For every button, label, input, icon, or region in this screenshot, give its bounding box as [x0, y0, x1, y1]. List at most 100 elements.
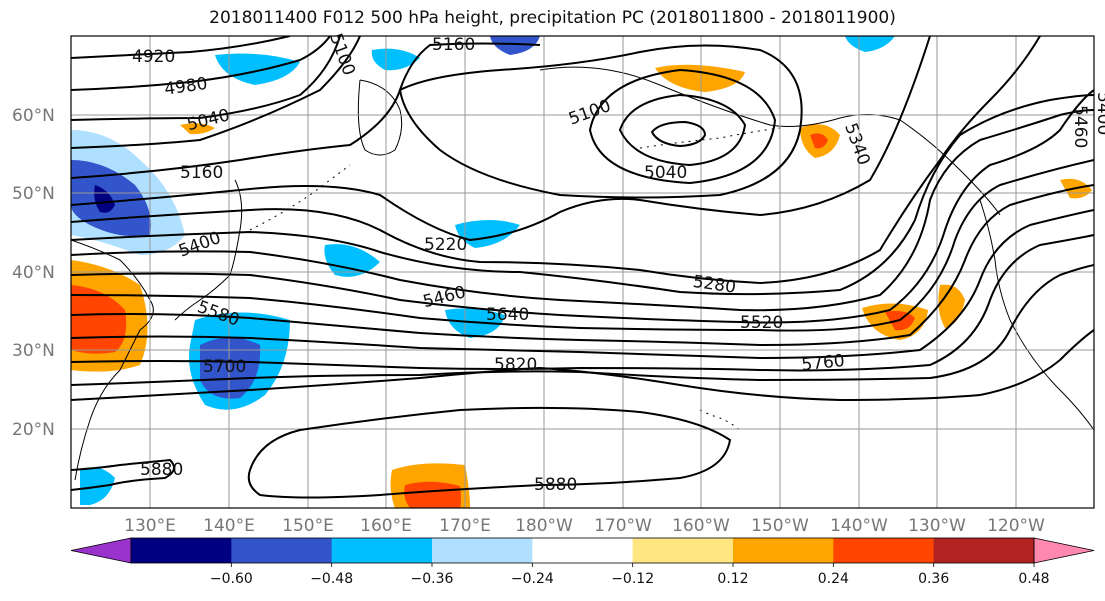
contour-5640 [71, 209, 1094, 360]
contour-5220 [71, 36, 931, 242]
neg-anomaly-4 [455, 220, 520, 248]
contour-5100-low [588, 68, 777, 185]
pos-anomaly-1 [180, 123, 215, 135]
lon-label: 150°W [751, 516, 809, 536]
coast-asia [71, 239, 154, 481]
contour-label: 4980 [163, 74, 209, 100]
contour-5820 [71, 329, 1094, 402]
colorbar-segment [632, 538, 734, 563]
contour-4920 [71, 36, 291, 59]
lon-label: 160°W [672, 516, 730, 536]
pos-anomaly-ep2 [938, 284, 965, 328]
colorbar-extend-low [70, 537, 132, 564]
coast-alaska [539, 66, 1001, 216]
neg-anomaly-6 [371, 48, 420, 71]
pos-anomaly-ne [655, 64, 745, 92]
contour-label: 5880 [534, 475, 577, 495]
colorbar: −0.60 −0.48 −0.36 −0.24 −0.12 0.12 0.24 0.36 0.4… [70, 537, 1095, 587]
contour-label: 5100 [566, 96, 613, 130]
lat-label: 60°N [12, 106, 55, 126]
aleutians [639, 127, 781, 149]
lon-label: 180°W [515, 516, 573, 536]
map-title: 2018011400 F012 500 hPa height, precipit… [209, 8, 896, 28]
contour-label: 4920 [132, 47, 175, 67]
neg-anomaly-8 [845, 36, 895, 52]
pos-anomaly-central-core [404, 481, 461, 508]
colorbar-tick-label: −0.48 [310, 571, 353, 587]
contour-5280 [71, 36, 1041, 285]
lat-label: 20°N [12, 420, 55, 440]
contour-label: 5460 [1070, 105, 1090, 148]
lon-label: 120°W [987, 516, 1045, 536]
contour-4980 [71, 36, 331, 91]
pos-anomaly-gulf-core [810, 133, 828, 149]
contour-5880-south [247, 406, 732, 499]
neg-anomaly-7 [490, 36, 540, 55]
colorbar-outline [130, 537, 1035, 564]
colorbar-extend-high [1033, 537, 1095, 564]
height-contours [71, 36, 1094, 499]
colorbar-tick-label: 0.12 [717, 571, 748, 587]
neg-anomaly-south-japan-core [200, 337, 261, 399]
hawaii [699, 409, 741, 431]
colorbar-segment [331, 538, 433, 563]
lat-label: 40°N [12, 263, 55, 283]
lat-label: 30°N [12, 341, 55, 361]
colorbar-tick-label: −0.12 [611, 571, 654, 587]
contour-label: 5220 [424, 235, 467, 255]
contour-5040-low [618, 93, 747, 167]
contour-label-layer: 4920 4980 5040 5160 5400 5580 5700 5100 … [132, 31, 1105, 495]
contour-5100-w [71, 36, 361, 149]
contour-5460 [71, 89, 1094, 324]
contour-label: 5880 [140, 460, 183, 480]
contour-label: 5160 [180, 163, 223, 183]
colorbar-segment [933, 538, 1035, 563]
colorbar-segment [432, 538, 533, 563]
coast-kamchatka [357, 79, 403, 156]
colorbar-segment [532, 538, 634, 563]
contour-5160 [71, 42, 541, 179]
colorbar-tick-label: 0.24 [818, 571, 849, 587]
neg-anomaly-2 [324, 244, 380, 277]
lon-label: 170°W [594, 516, 652, 536]
lon-label: 170°E [439, 516, 491, 536]
contour-label: 5340 [840, 121, 874, 168]
contour-label: 5640 [486, 305, 529, 325]
graticule [71, 36, 1094, 508]
lon-label-row: 130°E 140°E 150°E 160°E 170°E 180°W 170°… [124, 516, 1045, 536]
colorbar-segment [131, 538, 232, 563]
lon-label: 160°E [360, 516, 412, 536]
contour-label: 5160 [432, 35, 475, 55]
lon-label: 150°E [282, 516, 334, 536]
contour-label: 5400 [1093, 92, 1105, 135]
colorbar-segment [733, 538, 834, 563]
lon-label: 130°E [124, 516, 176, 536]
lon-label: 140°E [203, 516, 255, 536]
contour-5880-sw [71, 458, 175, 491]
contour-5580 [71, 184, 1094, 347]
contour-label: 5520 [740, 313, 783, 333]
contour-label: 5100 [325, 31, 359, 78]
contour-label: 5760 [801, 351, 846, 375]
contour-label: 5820 [494, 355, 537, 375]
colorbar-segment [231, 538, 333, 563]
contour-5040-w [71, 36, 341, 121]
neg-anomaly-5 [215, 53, 300, 85]
contour-5340 [71, 94, 1094, 296]
coast-na-west [979, 199, 1094, 431]
colorbar-tick-label: −0.60 [210, 571, 253, 587]
contour-4980-low [650, 120, 707, 148]
contour-5160-low [398, 44, 803, 199]
contour-5760 [71, 264, 1094, 386]
colorbar-tick-label: −0.36 [411, 571, 454, 587]
colorbar-tick-label: 0.48 [1018, 571, 1049, 587]
contour-5400 [71, 109, 1094, 312]
lon-label: 140°W [830, 516, 888, 536]
contour-5520 [71, 159, 1094, 332]
colorbar-tick-label: −0.24 [511, 571, 554, 587]
lat-label: 50°N [12, 184, 55, 204]
colorbar-tick-label: 0.36 [918, 571, 949, 587]
kurils [249, 164, 351, 231]
map-frame [70, 35, 1095, 509]
